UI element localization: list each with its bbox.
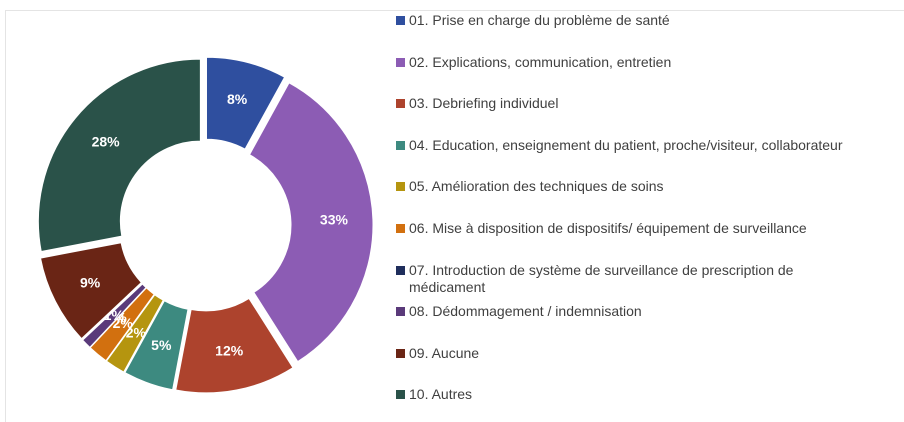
legend-label: 02. Explications, communication, entreti… <box>409 53 672 70</box>
data-label: 12% <box>215 342 244 358</box>
legend-item: 10. Autres <box>396 386 472 403</box>
legend-item: 02. Explications, communication, entreti… <box>396 54 671 71</box>
legend-swatch <box>396 265 405 275</box>
legend-label: 08. Dédommagement / indemnisation <box>409 303 642 320</box>
legend-item: 07. Introduction de système de surveilla… <box>396 262 859 296</box>
donut-slice <box>105 294 164 373</box>
legend-swatch <box>396 182 405 192</box>
legend-swatch <box>396 307 405 317</box>
donut-slice <box>37 58 201 253</box>
legend: 01. Prise en charge du problème de santé… <box>396 0 904 421</box>
legend-item: 05. Amélioration des techniques de soins <box>396 178 664 195</box>
donut-slice <box>175 297 294 394</box>
legend-item: 08. Dédommagement / indemnisation <box>396 303 642 320</box>
legend-label: 05. Amélioration des techniques de soins <box>409 178 664 195</box>
legend-label: 01. Prise en charge du problème de santé <box>409 12 670 28</box>
data-label: 2% <box>113 315 134 331</box>
data-label: 33% <box>320 212 349 228</box>
data-label: 8% <box>227 91 248 107</box>
legend-swatch <box>396 348 405 358</box>
donut-slice <box>39 242 143 340</box>
data-label: 2% <box>126 325 147 341</box>
legend-swatch <box>396 390 405 400</box>
donut-slice <box>81 283 147 349</box>
chart: 8%33%12%5%2%2%0%1%9%28% <box>37 56 374 394</box>
legend-item: 01. Prise en charge du problème de santé <box>396 12 670 29</box>
legend-item: 09. Aucune <box>396 345 479 362</box>
legend-label: 07. Introduction de système de surveilla… <box>409 261 794 295</box>
legend-item: 06. Mise à disposition de dispositifs/ é… <box>396 220 807 237</box>
legend-swatch <box>396 16 405 25</box>
legend-swatch <box>396 57 405 67</box>
donut-slice <box>248 82 374 363</box>
legend-label: 04. Education, enseignement du patient, … <box>409 136 843 153</box>
legend-item: 03. Debriefing individuel <box>396 95 558 112</box>
chart-frame <box>5 10 904 422</box>
legend-swatch <box>396 99 405 109</box>
data-label: 9% <box>80 274 101 290</box>
legend-swatch <box>396 224 405 233</box>
data-label: 5% <box>151 337 172 353</box>
donut-slice <box>89 287 155 362</box>
legend-label: 03. Debriefing individuel <box>409 95 559 112</box>
legend-label: 09. Aucune <box>409 344 480 361</box>
legend-label: 06. Mise à disposition de dispositifs/ é… <box>409 220 807 236</box>
data-label: 28% <box>92 133 121 149</box>
legend-swatch <box>396 140 405 150</box>
donut-slice <box>205 56 286 150</box>
donut-slice <box>124 300 189 391</box>
legend-label: 10. Autres <box>409 386 473 403</box>
legend-item: 04. Education, enseignement du patient, … <box>396 137 843 154</box>
